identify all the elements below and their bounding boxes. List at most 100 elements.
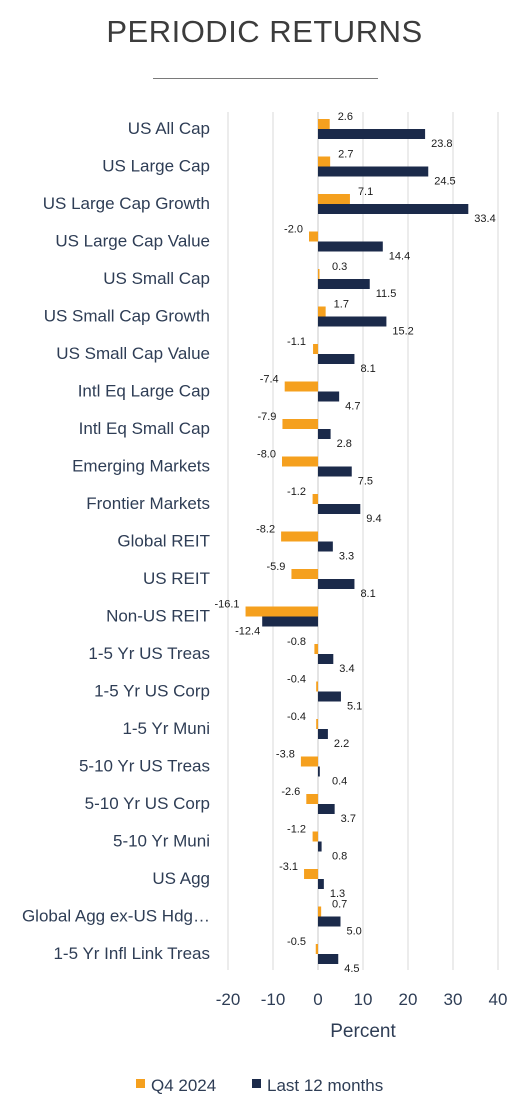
value-label-q4-2024-16: -0.4 xyxy=(287,711,306,723)
value-label-last-12-months-15: 5.1 xyxy=(347,701,362,713)
bar-q4-2024-17 xyxy=(300,756,318,767)
bar-last-12-months-3 xyxy=(318,241,383,252)
x-axis-ticks: -20 -10 0 10 20 30 40 xyxy=(216,990,508,1009)
value-label-last-12-months-0: 23.8 xyxy=(431,138,452,150)
x-tick-label-5: 30 xyxy=(444,990,463,1009)
value-labels: 2.6 23.8 2.7 24.5 7.1 33.4 -2.0 14.4 0.3 11.5 1.7 1… xyxy=(214,111,495,975)
value-label-q4-2024-21: 0.7 xyxy=(332,899,347,911)
category-label-3: US Large Cap Value xyxy=(55,232,210,251)
x-tick-label-6: 40 xyxy=(489,990,508,1009)
value-label-q4-2024-20: -3.1 xyxy=(279,861,298,873)
legend-swatch-0 xyxy=(136,1079,145,1088)
value-label-last-12-months-14: 3.4 xyxy=(339,663,354,675)
bar-last-12-months-14 xyxy=(318,654,334,664)
bar-q4-2024-13 xyxy=(245,606,318,617)
value-label-q4-2024-9: -8.0 xyxy=(257,449,276,461)
value-label-q4-2024-10: -1.2 xyxy=(287,486,306,498)
bar-last-12-months-11 xyxy=(318,541,333,552)
bar-q4-2024-11 xyxy=(281,531,318,542)
bar-last-12-months-0 xyxy=(318,129,426,139)
category-labels: US All Cap US Large Cap US Large Cap Growt… xyxy=(22,119,210,963)
value-label-q4-2024-1: 2.7 xyxy=(338,149,353,161)
value-label-q4-2024-6: -1.1 xyxy=(287,336,306,348)
value-label-q4-2024-3: -2.0 xyxy=(284,224,303,236)
value-label-last-12-months-19: 0.8 xyxy=(332,851,347,863)
bar-q4-2024-4 xyxy=(318,269,320,279)
value-label-last-12-months-5: 15.2 xyxy=(392,326,413,338)
legend-swatch-1 xyxy=(252,1079,261,1088)
value-label-q4-2024-0: 2.6 xyxy=(338,111,353,123)
bar-q4-2024-22 xyxy=(315,944,318,954)
value-label-last-12-months-13: -12.4 xyxy=(235,626,260,638)
x-tick-label-0: -20 xyxy=(216,990,241,1009)
x-tick-label-1: -10 xyxy=(261,990,286,1009)
value-label-q4-2024-17: -3.8 xyxy=(276,749,295,761)
category-label-18: 5-10 Yr US Corp xyxy=(85,794,210,813)
x-tick-label-4: 20 xyxy=(399,990,418,1009)
bar-q4-2024-1 xyxy=(318,156,331,167)
bar-last-12-months-5 xyxy=(318,316,387,327)
category-label-10: Frontier Markets xyxy=(86,494,210,513)
bar-last-12-months-19 xyxy=(318,841,322,852)
bar-q4-2024-0 xyxy=(318,119,330,129)
x-tick-label-2: 0 xyxy=(313,990,322,1009)
bar-q4-2024-8 xyxy=(282,419,318,429)
x-tick-label-3: 10 xyxy=(354,990,373,1009)
value-label-last-12-months-3: 14.4 xyxy=(389,251,410,263)
bar-last-12-months-17 xyxy=(318,766,320,777)
title-divider xyxy=(153,78,378,79)
category-label-16: 1-5 Yr Muni xyxy=(122,719,210,738)
legend-label-1: Last 12 months xyxy=(267,1076,383,1095)
bar-last-12-months-12 xyxy=(318,579,355,589)
legend-label-0: Q4 2024 xyxy=(151,1076,216,1095)
value-label-q4-2024-13: -16.1 xyxy=(214,599,239,611)
value-label-last-12-months-11: 3.3 xyxy=(339,551,354,563)
value-label-last-12-months-2: 33.4 xyxy=(474,213,495,225)
value-label-q4-2024-2: 7.1 xyxy=(358,186,373,198)
bar-last-12-months-2 xyxy=(318,204,469,214)
bar-last-12-months-18 xyxy=(318,804,335,814)
value-label-last-12-months-1: 24.5 xyxy=(434,176,455,188)
value-label-q4-2024-8: -7.9 xyxy=(257,411,276,423)
bar-q4-2024-10 xyxy=(312,494,318,504)
category-label-15: 1-5 Yr US Corp xyxy=(94,682,210,701)
bar-last-12-months-16 xyxy=(318,729,328,739)
value-label-q4-2024-7: -7.4 xyxy=(260,374,279,386)
bar-q4-2024-18 xyxy=(306,794,318,804)
bar-q4-2024-6 xyxy=(313,344,318,354)
value-label-q4-2024-18: -2.6 xyxy=(281,786,300,798)
value-label-q4-2024-19: -1.2 xyxy=(287,824,306,836)
value-label-last-12-months-9: 7.5 xyxy=(358,476,373,488)
category-label-12: US REIT xyxy=(143,569,210,588)
legend: Q4 2024 Last 12 months xyxy=(136,1076,383,1095)
chart-title: PERIODIC RETURNS xyxy=(106,14,423,49)
x-axis-label: Percent xyxy=(330,1021,396,1042)
bar-q4-2024-21 xyxy=(318,906,322,917)
bar-last-12-months-13 xyxy=(262,616,318,627)
bar-last-12-months-10 xyxy=(318,504,361,514)
category-label-19: 5-10 Yr Muni xyxy=(113,832,210,851)
bar-last-12-months-22 xyxy=(318,954,339,964)
bar-q4-2024-12 xyxy=(291,569,318,579)
bar-q4-2024-3 xyxy=(309,231,318,242)
category-label-11: Global REIT xyxy=(117,532,210,551)
category-label-2: US Large Cap Growth xyxy=(43,194,210,213)
bar-q4-2024-19 xyxy=(312,831,318,842)
category-label-1: US Large Cap xyxy=(102,157,210,176)
category-label-21: Global Agg ex-US Hdg… xyxy=(22,907,210,926)
category-label-14: 1-5 Yr US Treas xyxy=(88,644,210,663)
bar-last-12-months-7 xyxy=(318,391,340,402)
bar-last-12-months-1 xyxy=(318,166,429,177)
category-label-8: Intl Eq Small Cap xyxy=(79,419,210,438)
bar-q4-2024-16 xyxy=(316,719,318,729)
value-label-q4-2024-12: -5.9 xyxy=(266,561,285,573)
bar-q4-2024-9 xyxy=(282,456,318,467)
bar-last-12-months-15 xyxy=(318,691,341,702)
value-label-last-12-months-20: 1.3 xyxy=(330,888,345,900)
category-label-6: US Small Cap Value xyxy=(56,344,210,363)
value-label-last-12-months-10: 9.4 xyxy=(366,513,381,525)
value-label-last-12-months-22: 4.5 xyxy=(344,963,359,975)
value-label-last-12-months-12: 8.1 xyxy=(360,588,375,600)
bar-last-12-months-8 xyxy=(318,429,331,439)
bar-q4-2024-7 xyxy=(284,381,318,392)
